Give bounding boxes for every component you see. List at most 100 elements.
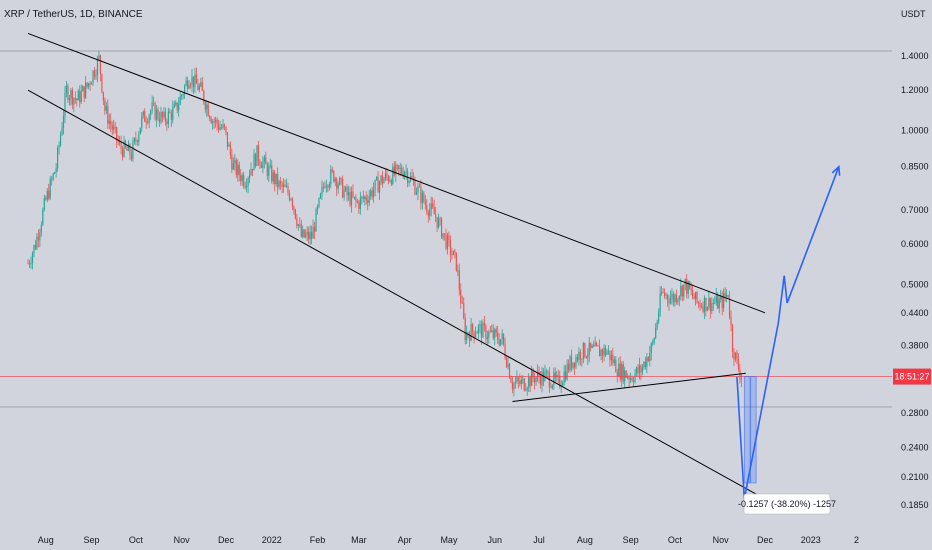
price-unit-label: USDT <box>901 9 926 19</box>
candle-body <box>90 82 93 85</box>
time-tick-label: Oct <box>129 535 144 545</box>
candle-body <box>58 144 60 148</box>
candle-body <box>697 302 700 304</box>
candle-body <box>426 204 428 212</box>
candle-body <box>396 164 398 166</box>
candle-body <box>511 382 514 390</box>
candle-body <box>528 377 530 388</box>
trendline[interactable] <box>27 89 766 500</box>
candle-body <box>244 185 246 188</box>
candle-body <box>281 183 283 187</box>
candle-body <box>275 173 277 185</box>
candle-body <box>539 376 542 386</box>
candle-body <box>367 200 369 203</box>
candle-body <box>455 252 457 271</box>
price-tick-label: 1.0000 <box>901 126 929 136</box>
candle-body <box>52 173 54 180</box>
candle-body <box>411 175 413 179</box>
candle-body <box>294 209 296 219</box>
candle-body <box>151 102 153 112</box>
price-axis[interactable]: 1.4000 1.2000 1.0000 0.8500 0.7000 0.6000 0.50… <box>892 0 932 550</box>
candle-body <box>305 234 307 238</box>
price-tick-label: 0.4400 <box>901 308 929 318</box>
candle-body <box>194 74 196 88</box>
candle-body <box>612 354 614 364</box>
candle-body <box>415 192 418 195</box>
candle-body <box>610 354 613 361</box>
candle-body <box>302 229 304 237</box>
candle-body <box>638 365 641 373</box>
candle-body <box>247 178 249 186</box>
candle-body <box>630 378 632 380</box>
candle-body <box>96 58 99 75</box>
candle-body <box>99 55 102 75</box>
price-tick-label: 1.2000 <box>901 85 929 95</box>
projection-arrowhead <box>831 164 841 176</box>
candle-body <box>189 84 192 86</box>
candle-body <box>64 92 66 117</box>
candle-body <box>525 389 527 391</box>
candle-body <box>694 292 697 300</box>
trendline[interactable] <box>27 32 766 314</box>
candle-body <box>353 196 356 198</box>
candle-body <box>432 203 434 208</box>
candle-body <box>337 184 339 189</box>
candle-body <box>278 181 280 188</box>
time-axis[interactable]: Aug Sep Oct Nov Dec 2022 Feb Mar Apr May Jun Jul Aug… <box>38 535 859 545</box>
candle-body <box>584 343 586 357</box>
candle-body <box>288 192 291 200</box>
candle-body <box>250 168 252 176</box>
candle-body <box>482 322 484 338</box>
candle-body <box>621 364 623 380</box>
candle-body <box>386 173 388 177</box>
candle-body <box>95 74 97 77</box>
candle-body <box>158 118 161 123</box>
measurement-label: -0.1257 (-38.20%) -1257 <box>738 499 836 509</box>
candle-body <box>489 331 491 333</box>
candle-body <box>43 198 45 210</box>
countdown-text: 18:51:27 <box>894 372 929 382</box>
candle-body <box>646 357 648 367</box>
candle-body <box>507 364 509 368</box>
candle-body <box>485 325 487 339</box>
candle-body <box>374 179 376 190</box>
candle-body <box>361 196 363 198</box>
candle-body <box>683 284 685 297</box>
candle-body <box>467 332 469 335</box>
candle-body <box>61 127 63 135</box>
price-tick-label: 0.1850 <box>901 500 929 510</box>
candle-body <box>237 164 239 175</box>
candle-body <box>346 187 348 196</box>
projection-path[interactable] <box>736 166 840 500</box>
candle-body <box>117 140 119 143</box>
candle-body <box>655 327 657 339</box>
candle-body <box>331 169 333 171</box>
candle-body <box>471 324 474 332</box>
candle-body <box>375 177 378 180</box>
trendline[interactable] <box>512 372 746 402</box>
candle-body <box>451 254 453 256</box>
candle-body <box>28 263 31 265</box>
candle-body <box>668 299 670 304</box>
candle-body <box>251 168 254 171</box>
candle-body <box>98 55 100 59</box>
candle-body <box>373 189 375 197</box>
candle-body <box>666 294 669 300</box>
candle-body <box>184 85 186 95</box>
candle-body <box>553 372 555 386</box>
candle-body <box>628 377 630 380</box>
candle-body <box>365 196 367 201</box>
price-tick-label: 0.7000 <box>901 205 929 215</box>
candle-body <box>343 190 345 198</box>
candle-body <box>520 379 522 384</box>
candle-body <box>495 329 497 333</box>
candle-body <box>663 292 666 296</box>
candle-body <box>186 80 189 89</box>
price-tick-label: 0.2800 <box>901 408 929 418</box>
candle-body <box>474 333 477 337</box>
candle-body <box>477 325 480 333</box>
candle-body <box>449 240 452 255</box>
candle-body <box>67 85 69 101</box>
drawings: -0.1257 (-38.20%) -1257 <box>0 32 892 515</box>
